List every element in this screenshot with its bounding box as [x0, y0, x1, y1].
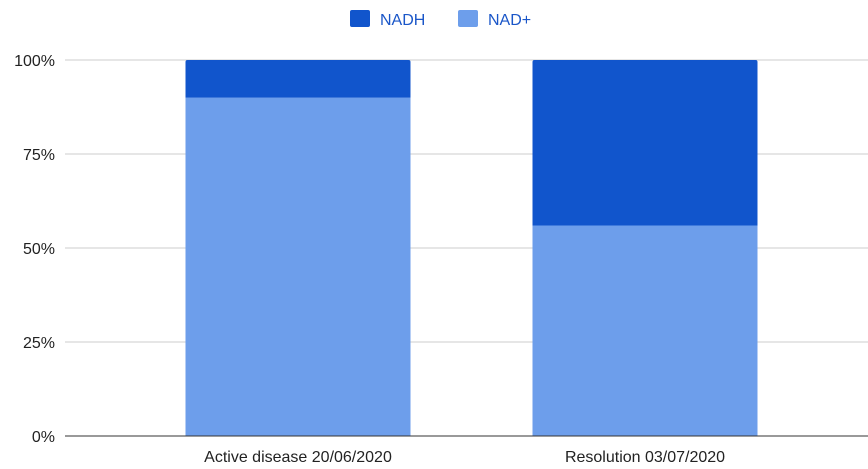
x-tick-label: Active disease 20/06/2020: [204, 449, 392, 466]
y-tick-label: 25%: [23, 335, 55, 352]
legend-swatch: [458, 10, 478, 27]
y-tick-label: 100%: [14, 53, 55, 70]
y-tick-label: 50%: [23, 241, 55, 258]
x-tick-label: Resolution 03/07/2020: [565, 449, 725, 466]
bar-nadh-0: [185, 60, 411, 98]
legend-label: NADH: [380, 12, 425, 29]
bars: [185, 60, 758, 436]
y-axis-tick-labels: 0% 25% 50% 75% 100%: [14, 53, 55, 446]
legend-label: NAD+: [488, 12, 531, 29]
chart-legend: NADH NAD+: [350, 10, 531, 29]
bar-nad--1: [532, 225, 758, 436]
y-tick-label: 0%: [32, 429, 55, 446]
x-axis-tick-labels: Active disease 20/06/2020 Resolution 03/0…: [204, 449, 725, 466]
bar-nad--0: [185, 97, 411, 436]
y-tick-label: 75%: [23, 147, 55, 164]
bar-nadh-1: [532, 60, 758, 226]
legend-swatch: [350, 10, 370, 27]
